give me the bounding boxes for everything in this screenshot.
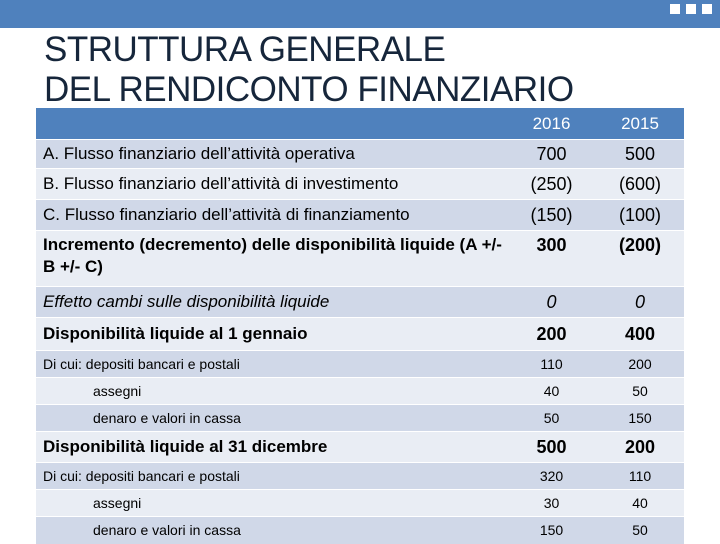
table-row: B. Flusso finanziario dell’attività di i… xyxy=(36,168,684,200)
value-2015: 400 xyxy=(596,317,684,351)
value-2015: 150 xyxy=(596,404,684,432)
slide-title-line-2: DEL RENDICONTO FINANZIARIO xyxy=(44,70,574,109)
table-row: denaro e valori in cassa 50 150 xyxy=(36,404,684,432)
value-2016: (250) xyxy=(507,168,596,200)
row-label: Incremento (decremento) delle disponibil… xyxy=(36,230,507,287)
value-2016: 500 xyxy=(507,431,596,463)
table-row: Disponibilità liquide al 31 dicembre 500… xyxy=(36,431,684,463)
decor-square xyxy=(670,4,680,14)
header-2016: 2016 xyxy=(507,107,596,140)
table-header-row: 2016 2015 xyxy=(36,107,684,140)
table-row: Di cui: depositi bancari e postali 320 1… xyxy=(36,462,684,490)
value-2015: (200) xyxy=(596,230,684,287)
slide-title-line-1: STRUTTURA GENERALE xyxy=(44,30,446,69)
row-label: C. Flusso finanziario dell’attività di f… xyxy=(36,199,507,231)
value-2016: 110 xyxy=(507,350,596,378)
value-2016: 50 xyxy=(507,404,596,432)
table-row: Incremento (decremento) delle disponibil… xyxy=(36,230,684,287)
row-label: Disponibilità liquide al 31 dicembre xyxy=(36,431,507,463)
value-2015: 200 xyxy=(596,431,684,463)
value-2015: (600) xyxy=(596,168,684,200)
row-label: A. Flusso finanziario dell’attività oper… xyxy=(36,139,507,169)
value-2015: 500 xyxy=(596,139,684,169)
slide-title: STRUTTURA GENERALE DEL RENDICONTO FINANZ… xyxy=(44,30,684,110)
table-row: assegni 30 40 xyxy=(36,489,684,517)
value-2015: 40 xyxy=(596,489,684,517)
cash-flow-table: 2016 2015 A. Flusso finanziario dell’att… xyxy=(36,107,684,544)
table-row: Di cui: depositi bancari e postali 110 2… xyxy=(36,350,684,378)
value-2016: 0 xyxy=(507,286,596,318)
value-2015: 110 xyxy=(596,462,684,490)
row-label: Disponibilità liquide al 1 gennaio xyxy=(36,317,507,351)
top-accent-bar xyxy=(0,0,720,28)
value-2015: (100) xyxy=(596,199,684,231)
table-row: assegni 40 50 xyxy=(36,377,684,405)
value-2016: 150 xyxy=(507,516,596,544)
value-2015: 50 xyxy=(596,377,684,405)
table-row: C. Flusso finanziario dell’attività di f… xyxy=(36,199,684,231)
header-label xyxy=(36,107,507,140)
table-row: denaro e valori in cassa 150 50 xyxy=(36,516,684,544)
value-2016: (150) xyxy=(507,199,596,231)
value-2016: 30 xyxy=(507,489,596,517)
row-label: B. Flusso finanziario dell’attività di i… xyxy=(36,168,507,200)
table-row: Disponibilità liquide al 1 gennaio 200 4… xyxy=(36,317,684,351)
row-label: Di cui: depositi bancari e postali xyxy=(36,350,507,378)
decor-square xyxy=(702,4,712,14)
row-label: denaro e valori in cassa xyxy=(36,516,507,544)
decor-square xyxy=(686,4,696,14)
table-row: Effetto cambi sulle disponibilità liquid… xyxy=(36,286,684,318)
row-label: Effetto cambi sulle disponibilità liquid… xyxy=(36,286,507,318)
value-2016: 700 xyxy=(507,139,596,169)
header-2015: 2015 xyxy=(596,107,684,140)
value-2015: 200 xyxy=(596,350,684,378)
row-label: assegni xyxy=(36,489,507,517)
value-2016: 300 xyxy=(507,230,596,287)
row-label: assegni xyxy=(36,377,507,405)
row-label: denaro e valori in cassa xyxy=(36,404,507,432)
value-2016: 200 xyxy=(507,317,596,351)
table-row: A. Flusso finanziario dell’attività oper… xyxy=(36,139,684,169)
value-2015: 0 xyxy=(596,286,684,318)
value-2016: 40 xyxy=(507,377,596,405)
value-2016: 320 xyxy=(507,462,596,490)
row-label: Di cui: depositi bancari e postali xyxy=(36,462,507,490)
value-2015: 50 xyxy=(596,516,684,544)
